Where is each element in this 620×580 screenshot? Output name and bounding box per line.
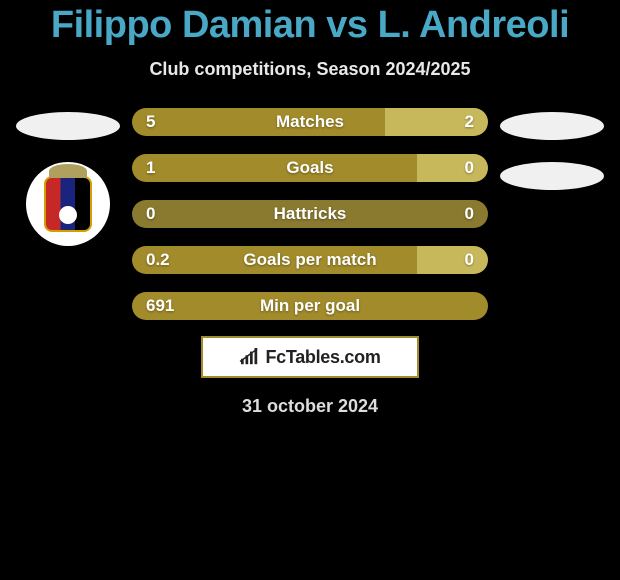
player1-club-crest — [26, 162, 110, 246]
stat-seg-left — [132, 292, 488, 320]
stat-row: 10Goals — [132, 154, 488, 182]
left-side — [8, 108, 128, 246]
subtitle: Club competitions, Season 2024/2025 — [149, 59, 470, 80]
right-side — [492, 108, 612, 190]
date-text: 31 october 2024 — [242, 396, 378, 417]
stat-bars: 52Matches 10Goals 00Hattricks 0.20Goals per… — [128, 108, 492, 320]
stat-row: 0.20Goals per match — [132, 246, 488, 274]
player2-avatar-placeholder — [500, 112, 604, 140]
stat-row: 00Hattricks — [132, 200, 488, 228]
stat-seg-right — [132, 200, 488, 228]
stat-row: 52Matches — [132, 108, 488, 136]
player2-club-placeholder — [500, 162, 604, 190]
bars-chart-icon — [239, 348, 261, 366]
stat-seg-left — [132, 246, 417, 274]
stat-seg-right — [417, 154, 488, 182]
stat-seg-left — [132, 154, 417, 182]
stat-seg-right — [385, 108, 488, 136]
stat-seg-right — [417, 246, 488, 274]
stat-row: 691Min per goal — [132, 292, 488, 320]
crest-icon — [44, 176, 92, 232]
logo-text: FcTables.com — [265, 347, 380, 368]
comparison-widget: Filippo Damian vs L. Andreoli Club compe… — [0, 0, 620, 580]
player1-avatar-placeholder — [16, 112, 120, 140]
page-title: Filippo Damian vs L. Andreoli — [51, 4, 569, 47]
content-row: 52Matches 10Goals 00Hattricks 0.20Goals per… — [0, 108, 620, 320]
fctables-logo[interactable]: FcTables.com — [201, 336, 419, 378]
stat-seg-left — [132, 108, 385, 136]
